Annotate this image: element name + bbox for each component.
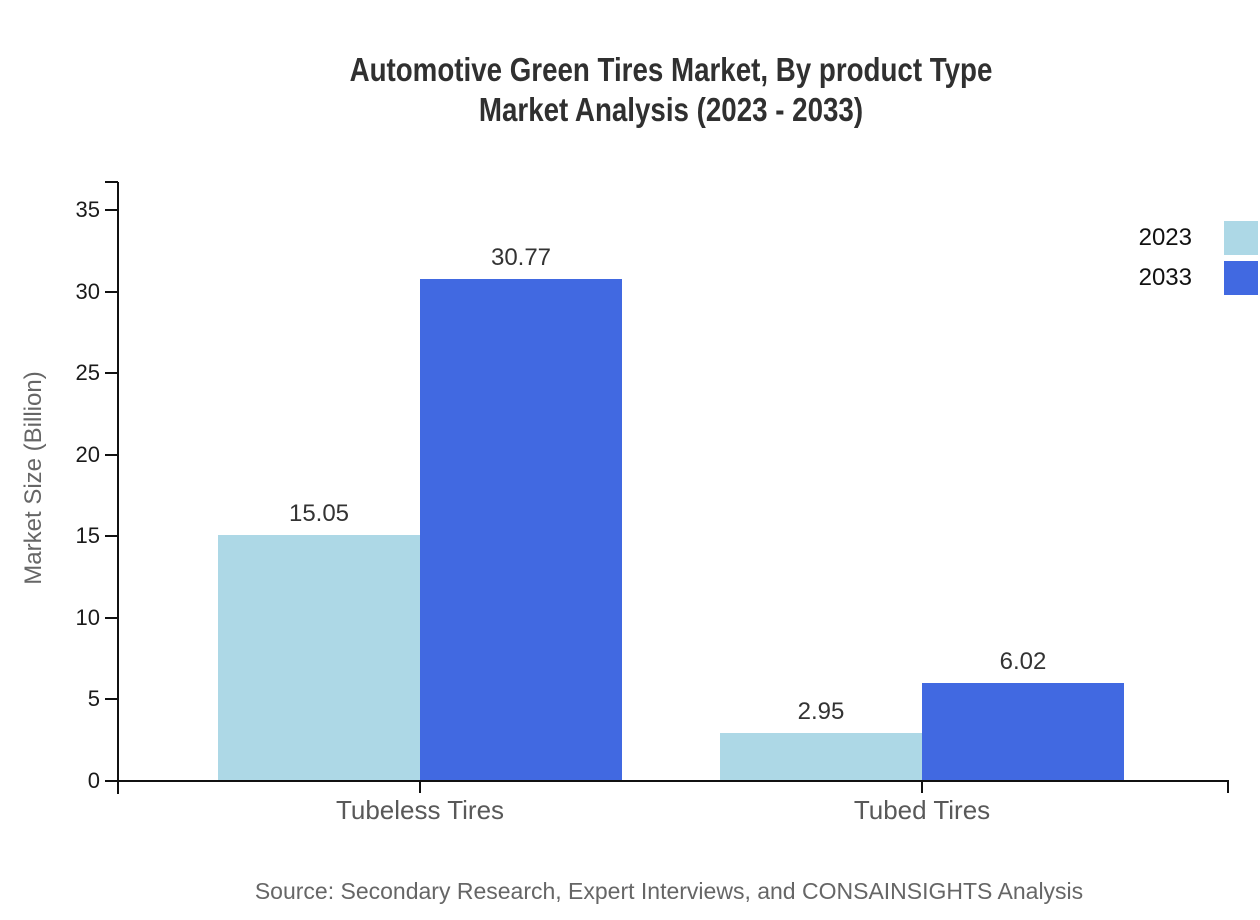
value-label-2033-tubeless-tires: 30.77 bbox=[490, 244, 552, 271]
chart-title-line-2: Market Analysis (2023 - 2033) bbox=[478, 91, 864, 128]
value-label-2033-tubed-tires: 6.02 bbox=[999, 647, 1047, 675]
x-axis-line bbox=[117, 780, 1229, 782]
bar-2033-tubed-tires bbox=[922, 682, 1124, 780]
source-attribution: Source: Secondary Research, Expert Inter… bbox=[254, 878, 1084, 904]
bar-2023-tubeless-tires bbox=[218, 535, 420, 780]
bar-2023-tubed-tires bbox=[720, 732, 922, 780]
y-tick bbox=[105, 535, 118, 538]
y-tick-label: 30 bbox=[75, 278, 100, 304]
legend-swatch bbox=[1224, 221, 1258, 255]
chart-title-line-1: Automotive Green Tires Market, By produc… bbox=[349, 51, 993, 88]
y-tick-label: 10 bbox=[75, 604, 100, 630]
x-tick-tubeless-tires bbox=[419, 780, 421, 793]
legend-item-2033: 2033 bbox=[1139, 261, 1258, 295]
y-tick bbox=[105, 290, 118, 293]
x-category-label-tubed-tires: Tubed Tires bbox=[853, 795, 991, 825]
x-axis-right-cap bbox=[1227, 780, 1229, 793]
value-label-2023-tubed-tires: 2.95 bbox=[797, 697, 845, 725]
legend-label: 2023 bbox=[1138, 224, 1192, 251]
y-tick bbox=[105, 780, 118, 782]
legend-item-2023: 2023 bbox=[1139, 221, 1258, 255]
legend: 2023 2033 bbox=[1139, 221, 1258, 301]
x-category-label-tubeless-tires: Tubeless Tires bbox=[335, 795, 505, 825]
y-tick-label: 25 bbox=[75, 360, 100, 386]
y-axis-title: Market Size (Billion) bbox=[20, 371, 47, 585]
y-tick-label: 35 bbox=[75, 197, 100, 222]
y-tick bbox=[105, 372, 118, 375]
chart-title: Automotive Green Tires Market, By produc… bbox=[82, 50, 1260, 130]
value-label-2023-tubeless-tires: 15.05 bbox=[288, 500, 350, 528]
y-axis-line bbox=[117, 182, 119, 794]
y-tick-label: 20 bbox=[75, 441, 100, 467]
y-tick bbox=[105, 453, 118, 456]
y-tick bbox=[105, 698, 118, 701]
legend-swatch bbox=[1224, 261, 1258, 295]
y-tick-label: 0 bbox=[87, 768, 100, 793]
legend-label: 2033 bbox=[1138, 264, 1192, 291]
y-tick-label: 5 bbox=[87, 686, 100, 712]
bar-2033-tubeless-tires bbox=[420, 279, 622, 780]
y-tick bbox=[105, 616, 118, 619]
y-tick-label: 15 bbox=[75, 523, 100, 549]
x-tick-tubed-tires bbox=[921, 780, 923, 793]
y-tick bbox=[105, 209, 118, 211]
y-axis-top-cap bbox=[105, 181, 118, 183]
